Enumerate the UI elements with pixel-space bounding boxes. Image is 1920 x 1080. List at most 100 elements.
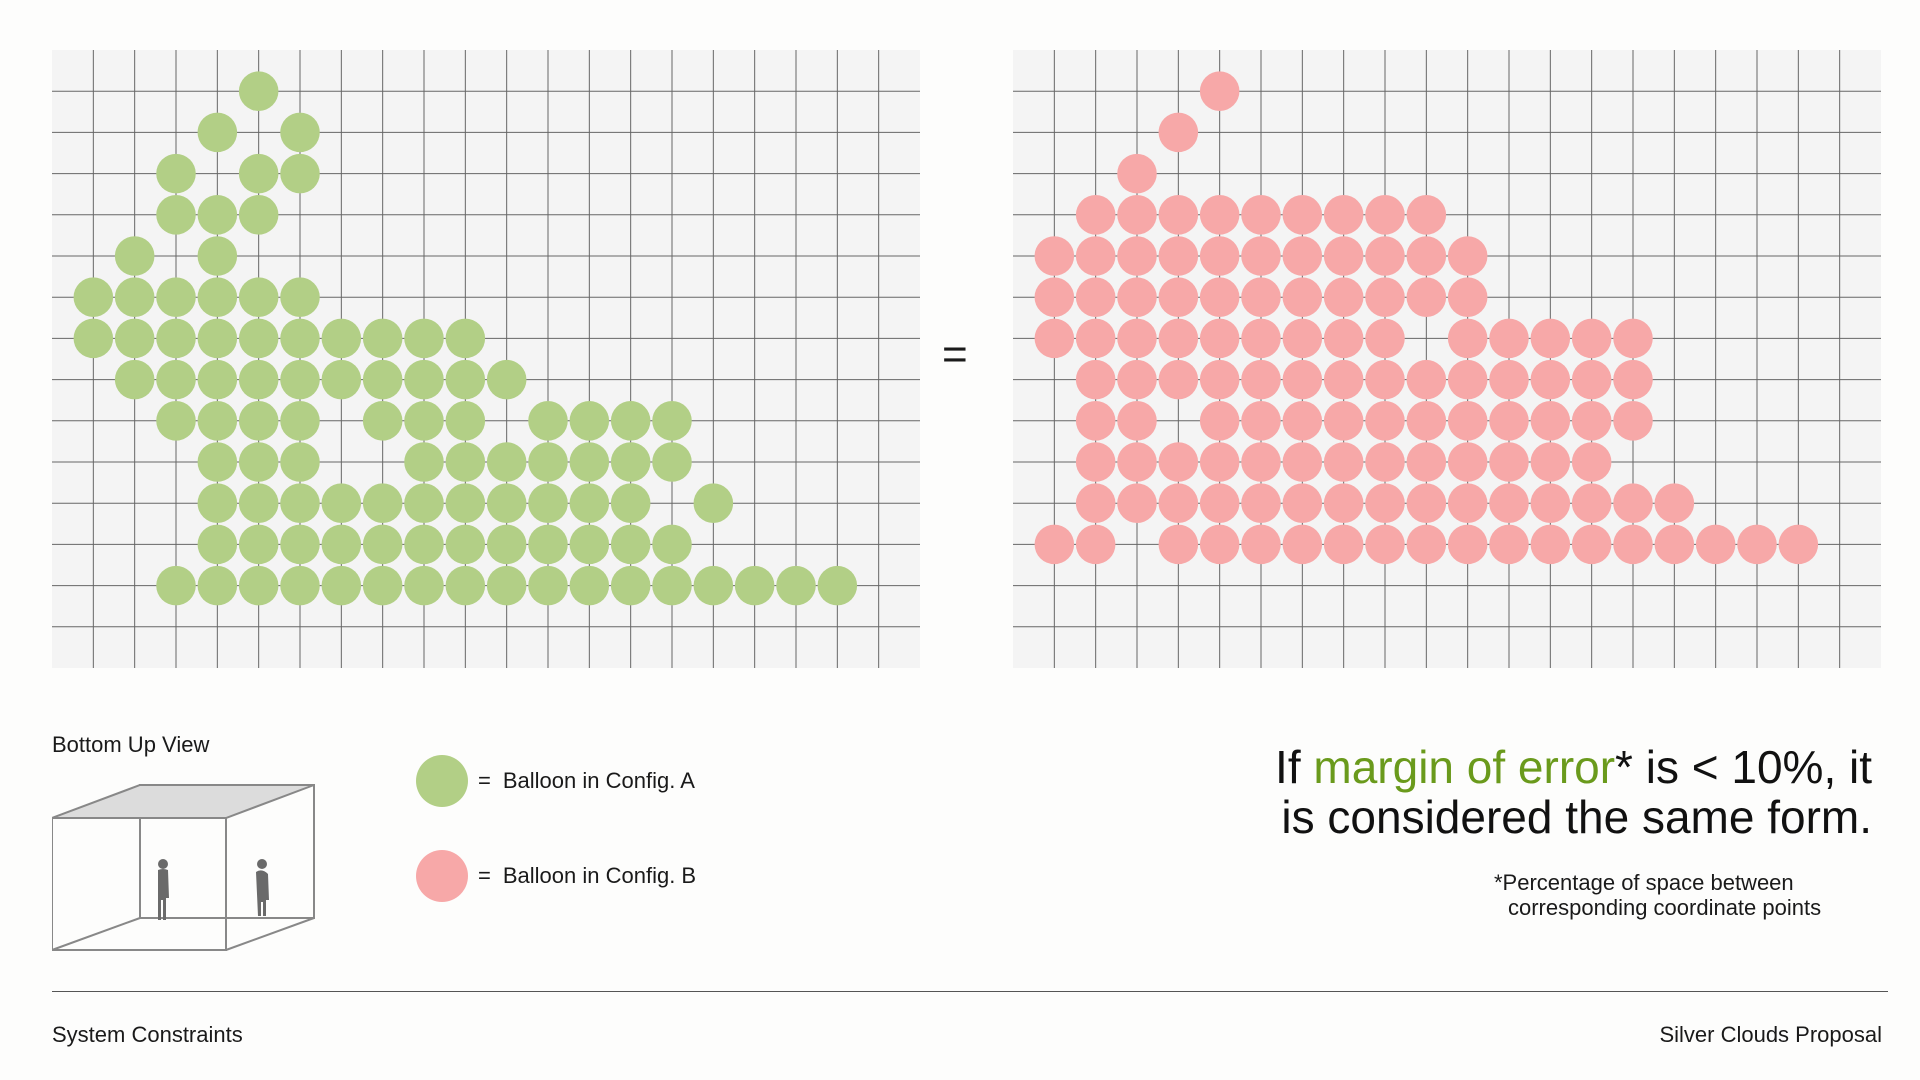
- balloon-config-b: [1241, 277, 1281, 317]
- balloon-config-b: [1075, 401, 1116, 441]
- balloon-config-b: [1241, 195, 1281, 235]
- balloon-config-b: [1447, 277, 1488, 317]
- balloon-config-a: [404, 524, 444, 565]
- balloon-config-b: [1323, 277, 1364, 317]
- balloon-config-a: [362, 318, 403, 359]
- footer-project-title: Silver Clouds Proposal: [1659, 1022, 1882, 1047]
- balloon-config-b: [1158, 112, 1199, 153]
- balloon-config-b: [1365, 277, 1405, 317]
- balloon-config-b: [1530, 401, 1571, 441]
- balloon-config-b: [1406, 236, 1447, 276]
- balloon-config-b: [1282, 236, 1323, 276]
- balloon-config-a: [445, 442, 486, 482]
- balloon-config-a: [569, 401, 610, 441]
- balloon-config-b: [1034, 277, 1075, 317]
- balloon-config-a: [404, 565, 444, 606]
- footnote-line2: corresponding coordinate points: [1508, 895, 1822, 920]
- balloon-config-a: [362, 359, 403, 400]
- balloon-config-a: [528, 442, 568, 482]
- balloon-config-a: [280, 112, 320, 153]
- balloon-config-a: [114, 236, 155, 276]
- balloon-config-b: [1199, 483, 1240, 523]
- balloon-config-b: [1282, 524, 1323, 565]
- balloon-config-a: [404, 483, 444, 523]
- balloon-config-a: [238, 71, 279, 111]
- balloon-config-a: [445, 524, 486, 565]
- footer-section-title: System Constraints: [52, 1022, 243, 1047]
- balloon-config-b: [1075, 195, 1116, 235]
- balloon-config-b: [1199, 524, 1240, 565]
- balloon-config-a: [114, 277, 155, 317]
- balloon-config-a: [280, 442, 320, 482]
- balloon-config-b: [1199, 442, 1240, 482]
- balloon-config-b: [1282, 483, 1323, 523]
- balloon-config-b: [1117, 195, 1157, 235]
- balloon-config-b: [1117, 483, 1157, 523]
- balloon-config-b: [1241, 401, 1281, 441]
- balloon-config-a: [156, 153, 196, 194]
- balloon-config-a: [362, 401, 403, 441]
- balloon-config-a: [280, 277, 320, 317]
- balloon-config-b: [1117, 277, 1157, 317]
- balloon-config-b: [1241, 442, 1281, 482]
- balloon-config-a: [197, 318, 238, 359]
- balloon-config-a: [280, 524, 320, 565]
- balloon-config-a: [610, 565, 651, 606]
- balloon-config-a: [569, 442, 610, 482]
- balloon-config-a: [528, 483, 568, 523]
- balloon-config-b: [1489, 401, 1529, 441]
- balloon-config-a: [693, 565, 734, 606]
- balloon-config-b: [1075, 236, 1116, 276]
- balloon-config-b: [1282, 195, 1323, 235]
- balloon-config-b: [1365, 483, 1405, 523]
- green-balloon-swatch: [416, 755, 468, 807]
- balloon-config-a: [156, 401, 196, 441]
- balloon-config-a: [156, 277, 196, 317]
- balloon-config-a: [280, 565, 320, 606]
- balloon-config-a: [404, 442, 444, 482]
- balloon-config-a: [197, 524, 238, 565]
- balloon-config-b: [1613, 524, 1653, 565]
- balloon-config-b: [1323, 236, 1364, 276]
- balloon-config-b: [1365, 318, 1405, 359]
- balloon-config-a: [734, 565, 775, 606]
- balloon-config-b: [1406, 524, 1447, 565]
- balloon-config-b: [1199, 195, 1240, 235]
- balloon-config-a: [238, 359, 279, 400]
- balloon-config-b: [1489, 318, 1529, 359]
- balloon-config-a: [197, 565, 238, 606]
- balloon-config-b: [1613, 401, 1653, 441]
- balloon-config-a: [610, 483, 651, 523]
- balloon-config-b: [1571, 442, 1612, 482]
- balloon-config-a: [156, 565, 196, 606]
- balloon-config-b: [1241, 483, 1281, 523]
- balloon-config-b: [1530, 359, 1571, 400]
- balloon-config-a: [280, 359, 320, 400]
- balloon-config-a: [280, 153, 320, 194]
- balloon-config-a: [321, 565, 362, 606]
- legend-config-b-label: Balloon in Config. B: [502, 863, 697, 888]
- balloon-config-b: [1241, 524, 1281, 565]
- balloon-config-b: [1447, 318, 1488, 359]
- balloon-config-b: [1158, 442, 1199, 482]
- equals-sign: =: [942, 330, 968, 379]
- legend-equals: =: [478, 768, 491, 793]
- balloon-config-a: [652, 442, 692, 482]
- balloon-config-b: [1489, 483, 1529, 523]
- balloon-config-b: [1613, 359, 1653, 400]
- balloon-config-b: [1323, 524, 1364, 565]
- balloon-config-a: [238, 401, 279, 441]
- legend-config-b: = Balloon in Config. B: [416, 850, 696, 902]
- balloon-config-b: [1613, 483, 1653, 523]
- balloon-config-b: [1654, 524, 1695, 565]
- balloon-config-a: [817, 565, 858, 606]
- balloon-config-b: [1158, 359, 1199, 400]
- balloon-config-b: [1406, 483, 1447, 523]
- balloon-config-b: [1158, 483, 1199, 523]
- balloon-config-b: [1530, 524, 1571, 565]
- balloon-config-b: [1447, 524, 1488, 565]
- balloon-config-b: [1406, 195, 1447, 235]
- balloon-config-a: [652, 524, 692, 565]
- footnote-line1: *Percentage of space between: [1494, 870, 1794, 895]
- balloon-config-b: [1075, 483, 1116, 523]
